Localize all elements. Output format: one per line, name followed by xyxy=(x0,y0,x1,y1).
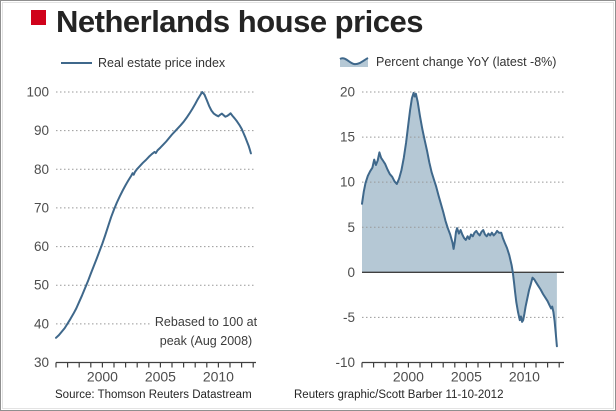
percent-change-chart-svg: -10 -5 0 5 10 15 20 2000 2005 2010 xyxy=(335,85,564,385)
svg-text:2010: 2010 xyxy=(509,369,540,385)
legend-price-index: Real estate price index xyxy=(61,55,225,71)
svg-text:2005: 2005 xyxy=(145,369,176,385)
svg-text:80: 80 xyxy=(34,162,49,177)
line-swatch-icon xyxy=(61,62,92,64)
price-index-chart: 30 40 50 60 70 80 90 100 2000 2005 2010 Rebased to… xyxy=(1,76,301,386)
source-note: Source: Thomson Reuters Datastream xyxy=(55,389,252,401)
legend-percent-change-label: Percent change YoY (latest -8%) xyxy=(376,55,557,69)
annotation-line2: peak (Aug 2008) xyxy=(159,334,253,348)
page-title: Netherlands house prices xyxy=(56,4,424,39)
credit-note: Reuters graphic/Scott Barber 11-10-2012 xyxy=(294,389,504,401)
svg-text:10: 10 xyxy=(340,175,355,190)
area-chart-icon xyxy=(339,54,369,71)
legend-price-index-label: Real estate price index xyxy=(98,56,226,70)
percent-change-chart: -10 -5 0 5 10 15 20 2000 2005 2010 xyxy=(309,76,615,386)
red-square-bullet-icon xyxy=(31,10,46,25)
svg-text:2010: 2010 xyxy=(203,369,234,385)
rebased-annotation: Rebased to 100 at peak (Aug 2008) xyxy=(151,313,261,351)
annotation-line1: Rebased to 100 at xyxy=(154,315,258,329)
svg-text:0: 0 xyxy=(347,265,355,280)
svg-text:100: 100 xyxy=(26,85,49,100)
svg-text:-10: -10 xyxy=(335,355,355,370)
svg-text:30: 30 xyxy=(34,355,49,370)
svg-text:15: 15 xyxy=(340,130,355,145)
svg-text:50: 50 xyxy=(34,278,49,293)
header: Netherlands house prices xyxy=(1,1,615,45)
svg-text:2000: 2000 xyxy=(87,369,118,385)
svg-text:-5: -5 xyxy=(343,310,355,325)
svg-text:2000: 2000 xyxy=(393,369,424,385)
svg-text:60: 60 xyxy=(34,239,49,254)
legend-percent-change: Percent change YoY (latest -8%) xyxy=(339,54,556,70)
svg-text:40: 40 xyxy=(34,316,49,331)
footer: Source: Thomson Reuters Datastream Reute… xyxy=(1,389,615,407)
svg-text:90: 90 xyxy=(34,123,49,138)
svg-text:20: 20 xyxy=(340,85,355,100)
svg-text:2005: 2005 xyxy=(451,369,482,385)
price-index-chart-svg: 30 40 50 60 70 80 90 100 2000 2005 2010 xyxy=(26,85,256,385)
svg-text:70: 70 xyxy=(34,200,49,215)
svg-text:5: 5 xyxy=(347,220,355,235)
